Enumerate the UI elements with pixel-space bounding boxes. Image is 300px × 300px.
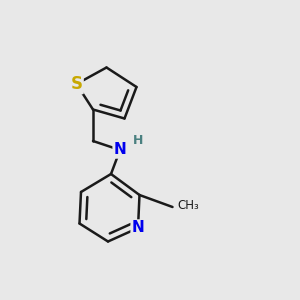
Text: N: N <box>132 220 144 236</box>
Text: N: N <box>114 142 126 158</box>
Text: CH₃: CH₃ <box>177 199 199 212</box>
Text: H: H <box>133 134 143 148</box>
Text: S: S <box>70 75 83 93</box>
